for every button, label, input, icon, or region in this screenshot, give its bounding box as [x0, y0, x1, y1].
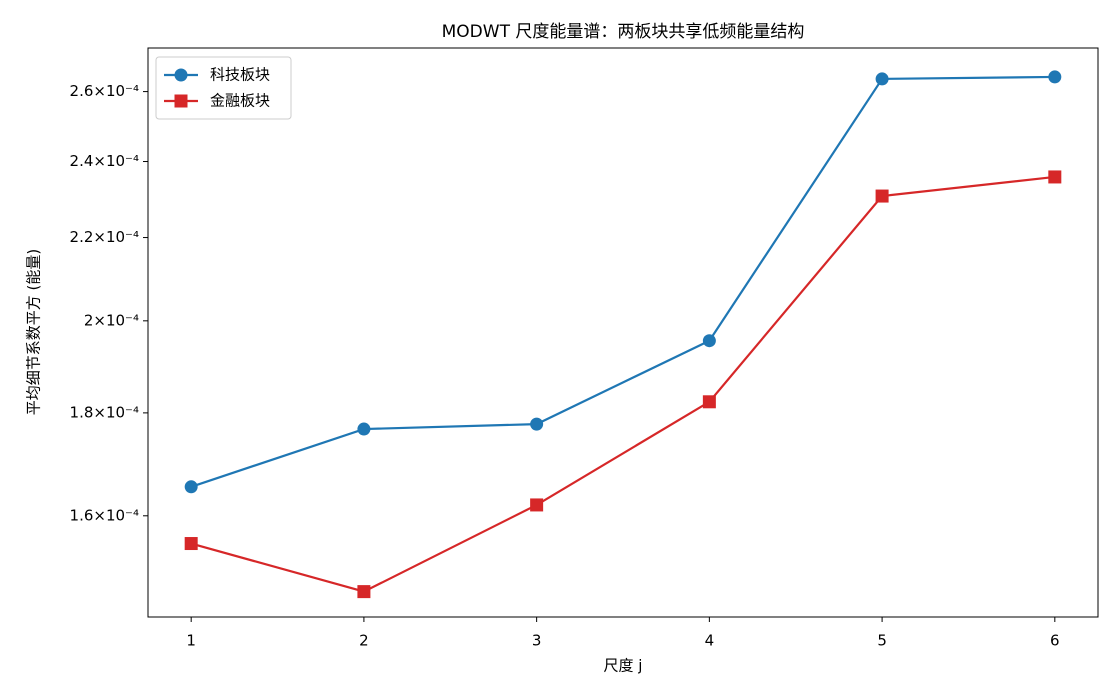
- marker: [875, 72, 889, 86]
- x-tick-label: 6: [1050, 632, 1060, 650]
- legend-label: 金融板块: [210, 92, 270, 110]
- y-tick-label: 2.2×10⁻⁴: [70, 228, 139, 246]
- marker: [702, 334, 716, 348]
- x-tick-label: 1: [186, 632, 196, 650]
- marker: [184, 480, 198, 494]
- marker: [357, 585, 371, 599]
- y-tick-label: 1.6×10⁻⁴: [70, 506, 139, 524]
- legend-marker: [174, 94, 188, 108]
- legend-box: [155, 56, 292, 120]
- marker: [530, 498, 544, 512]
- series-line: [190, 75, 1055, 488]
- y-tick-label: 2×10⁻⁴: [84, 311, 139, 329]
- x-tick-label: 4: [705, 632, 715, 650]
- x-tick-label: 5: [877, 632, 887, 650]
- series-line: [190, 175, 1055, 593]
- plot-frame: [147, 47, 1099, 618]
- marker: [357, 422, 371, 436]
- y-tick-label: 2.6×10⁻⁴: [70, 82, 139, 100]
- y-tick-label: 1.8×10⁻⁴: [70, 403, 139, 421]
- legend-label: 科技板块: [210, 66, 270, 84]
- y-tick-label: 2.4×10⁻⁴: [70, 152, 139, 170]
- marker: [875, 189, 889, 203]
- x-tick-label: 3: [532, 632, 542, 650]
- x-tick-label: 2: [359, 632, 369, 650]
- marker: [184, 537, 198, 551]
- y-axis-label: 平均细节系数平方 (能量): [25, 249, 43, 415]
- legend-marker: [174, 68, 188, 82]
- marker: [530, 417, 544, 431]
- x-axis-label: 尺度 j: [604, 657, 643, 675]
- marker: [1048, 170, 1062, 184]
- chart-title: MODWT 尺度能量谱：两板块共享低频能量结构: [442, 22, 805, 42]
- marker: [702, 395, 716, 409]
- marker: [1048, 70, 1062, 84]
